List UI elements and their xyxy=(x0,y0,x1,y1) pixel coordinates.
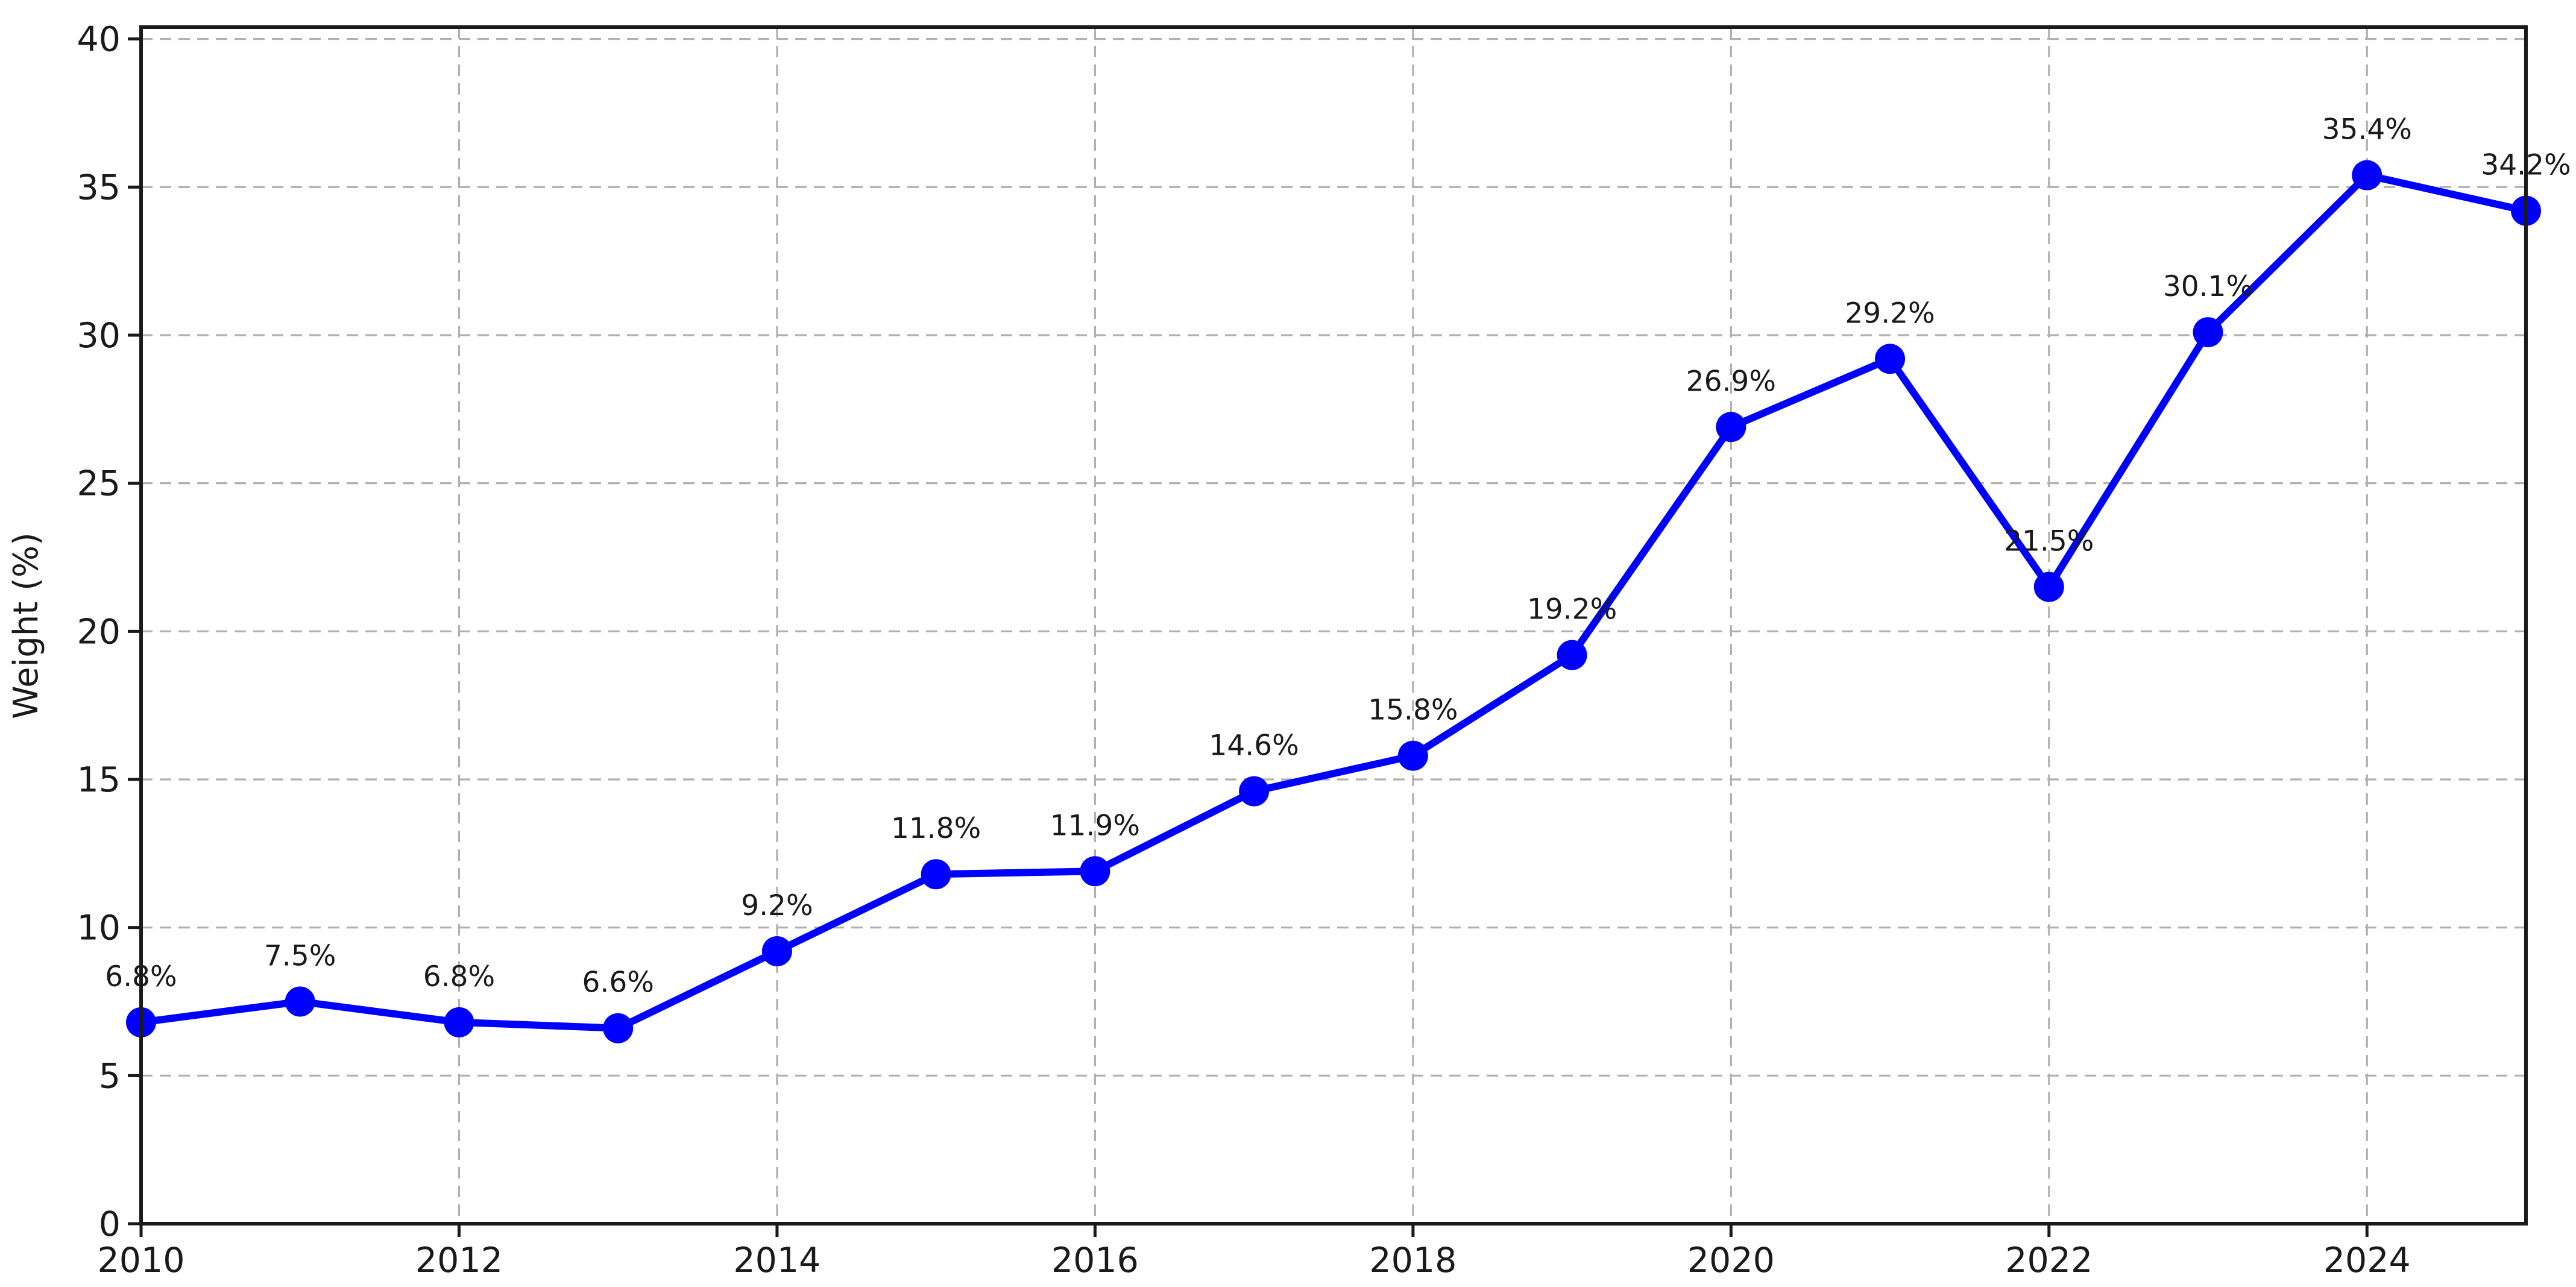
y-tick-label: 40 xyxy=(77,20,121,60)
data-point-label: 6.6% xyxy=(582,966,653,999)
data-point-marker xyxy=(444,1007,474,1037)
y-tick-label: 15 xyxy=(77,760,121,800)
y-tick-label: 10 xyxy=(77,908,121,948)
x-tick-label: 2014 xyxy=(733,1241,820,1280)
data-point-label: 11.9% xyxy=(1050,809,1140,842)
plot-border xyxy=(139,25,2528,1226)
y-tick-label: 35 xyxy=(77,168,121,207)
data-point-label: 7.5% xyxy=(264,939,336,972)
data-point-label: 19.2% xyxy=(1527,593,1617,626)
axis-layer: 0 5 10 15 20 25 30 35 40 2010 2012 2014 2016 2018 2020… xyxy=(77,20,2528,1280)
x-tick-label: 2022 xyxy=(2005,1241,2093,1280)
data-point-marker xyxy=(285,986,315,1017)
x-tick-label: 2024 xyxy=(2323,1241,2411,1280)
data-point-label: 9.2% xyxy=(741,889,813,922)
x-tick-label: 2020 xyxy=(1687,1241,1775,1280)
data-point-marker xyxy=(921,859,951,890)
data-point-marker xyxy=(2352,160,2382,190)
data-point-marker xyxy=(1080,856,1110,887)
data-point-label: 14.6% xyxy=(1209,729,1299,763)
data-point-label: 30.1% xyxy=(2163,270,2253,303)
data-point-label: 21.5% xyxy=(2004,525,2094,558)
data-point-label: 11.8% xyxy=(891,812,981,845)
series-line xyxy=(137,171,2530,1032)
x-tick-label: 2018 xyxy=(1369,1241,1456,1280)
data-point-label: 29.2% xyxy=(1845,297,1935,330)
x-tick-label: 2010 xyxy=(97,1241,184,1280)
y-tick-label: 25 xyxy=(77,464,121,504)
y-tick-label: 0 xyxy=(99,1204,121,1244)
data-point-marker xyxy=(2193,317,2223,348)
data-point-marker xyxy=(603,1013,634,1043)
data-point-marker xyxy=(1557,640,1587,670)
data-point-marker xyxy=(761,936,792,966)
y-axis-title: Weight (%) xyxy=(7,532,46,719)
data-point-label: 15.8% xyxy=(1368,694,1458,727)
data-point-label: 6.8% xyxy=(105,960,177,993)
data-point-label: 6.8% xyxy=(423,960,495,993)
data-point-marker xyxy=(1716,412,1746,442)
y-tick-label: 30 xyxy=(77,316,121,356)
data-point-label: 26.9% xyxy=(1686,365,1776,398)
data-point-marker xyxy=(1875,344,1906,374)
y-tick-label: 20 xyxy=(77,612,121,652)
data-point-marker xyxy=(1397,740,1428,771)
y-tick-label: 5 xyxy=(99,1056,121,1096)
data-point-label: 34.2% xyxy=(2481,149,2571,182)
x-tick-label: 2012 xyxy=(415,1241,503,1280)
data-point-label: 35.4% xyxy=(2322,113,2412,146)
grid-layer xyxy=(141,27,2526,1224)
x-tick-label: 2016 xyxy=(1051,1241,1139,1280)
point-label-layer: 6.8% 7.5% 6.8% 6.6% 9.2% 11.8% 11.9% 14.6% 15.8%… xyxy=(105,113,2571,999)
data-point-marker xyxy=(1239,776,1270,807)
data-point-marker xyxy=(2033,571,2064,602)
